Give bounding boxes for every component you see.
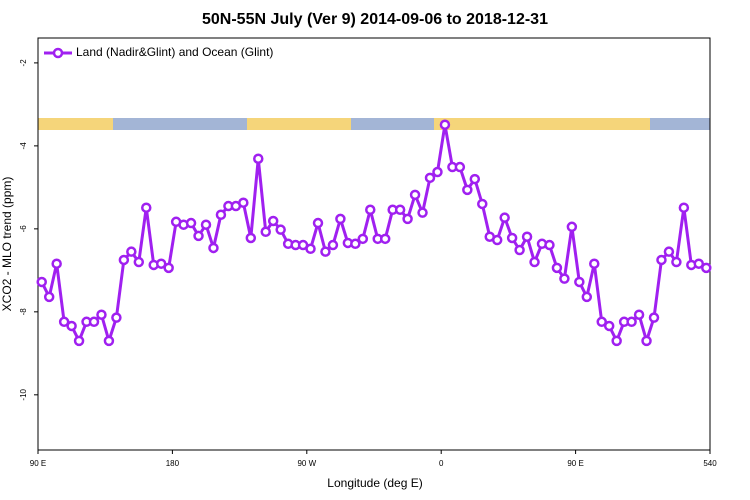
data-point	[305, 243, 316, 255]
data-point	[208, 242, 219, 254]
land	[247, 118, 351, 130]
data-point	[312, 217, 324, 229]
data-point	[253, 153, 264, 164]
data-point	[559, 273, 570, 284]
data-point	[581, 291, 593, 303]
data-point	[215, 209, 227, 220]
y-tick-label: -4	[19, 142, 28, 150]
data-point	[424, 172, 436, 184]
data-point	[439, 119, 451, 130]
land	[38, 118, 113, 130]
data-point	[551, 262, 563, 274]
data-point	[611, 335, 622, 347]
data-point	[335, 213, 346, 225]
data-point	[521, 231, 533, 242]
plot-frame	[37, 37, 711, 451]
x-tick-label: 90 E	[30, 459, 46, 468]
data-point	[260, 226, 271, 238]
data-point	[43, 291, 55, 303]
data-point	[633, 309, 645, 320]
data-point	[320, 246, 331, 257]
data-point	[357, 233, 369, 245]
data-point	[402, 213, 413, 225]
data-point	[454, 161, 466, 173]
data-point	[200, 219, 212, 230]
data-point	[678, 202, 690, 213]
data-point	[693, 258, 705, 269]
data-point	[51, 258, 62, 269]
data-point	[574, 276, 585, 288]
data-point	[36, 276, 47, 288]
x-tick-label: 90 W	[297, 459, 316, 468]
x-tick-label: 0	[439, 459, 444, 468]
data-point	[267, 215, 279, 227]
data-point	[506, 232, 518, 244]
y-tick-label: -8	[19, 308, 28, 316]
data-point	[126, 246, 137, 257]
y-tick-label: -10	[19, 388, 28, 400]
y-axis-label: XCO2 - MLO trend (ppm)	[0, 177, 14, 312]
data-point	[671, 256, 682, 268]
data-point	[327, 239, 339, 251]
data-point	[701, 262, 712, 274]
data-point	[96, 309, 107, 320]
x-tick-label: 540	[703, 459, 717, 468]
data-point	[409, 189, 421, 201]
data-point	[469, 173, 481, 185]
data-point	[663, 246, 675, 257]
data-point	[111, 312, 122, 323]
data-point	[596, 316, 607, 328]
land	[434, 118, 650, 130]
data-point	[603, 320, 615, 332]
x-axis-label: Longitude (deg E)	[327, 476, 422, 490]
legend-label: Land (Nadir&Glint) and Ocean (Glint)	[76, 45, 273, 59]
chart-title: 50N-55N July (Ver 9) 2014-09-06 to 2018-…	[202, 11, 548, 28]
data-point	[350, 238, 361, 250]
data-point	[544, 239, 555, 251]
data-point	[379, 233, 391, 245]
data-point	[499, 212, 510, 223]
x-tick-label: 180	[166, 459, 180, 468]
data-point	[394, 204, 406, 216]
data-point	[491, 234, 503, 246]
data-point	[514, 244, 525, 256]
map-strip	[38, 118, 710, 130]
data-point	[477, 198, 488, 210]
data-point	[365, 204, 376, 216]
data-point	[103, 335, 115, 347]
data-point	[648, 312, 660, 323]
y-tick-label: -6	[19, 225, 28, 233]
data-point	[58, 316, 70, 328]
y-tick-label: -2	[19, 59, 28, 67]
data-point	[155, 258, 167, 269]
data-point	[133, 256, 145, 268]
data-point	[656, 254, 667, 266]
data-point	[141, 202, 152, 213]
data-point	[238, 197, 249, 208]
x-tick-label: 90 E	[567, 459, 583, 468]
data-point	[417, 207, 428, 218]
data-point	[566, 221, 578, 233]
data-point	[185, 217, 197, 229]
data-point	[641, 335, 652, 347]
data-point	[163, 262, 174, 274]
data-point	[73, 335, 85, 347]
data-point	[88, 316, 100, 328]
data-point	[66, 320, 77, 332]
legend-marker	[52, 47, 64, 59]
data-point	[462, 184, 473, 196]
data-point	[275, 224, 286, 235]
data-point	[118, 254, 130, 266]
data-point	[193, 230, 204, 242]
data-point	[589, 258, 600, 269]
data-point	[626, 316, 637, 328]
data-point	[529, 256, 540, 268]
data-line	[40, 124, 707, 347]
data-point	[432, 166, 443, 178]
data-point	[245, 232, 257, 244]
